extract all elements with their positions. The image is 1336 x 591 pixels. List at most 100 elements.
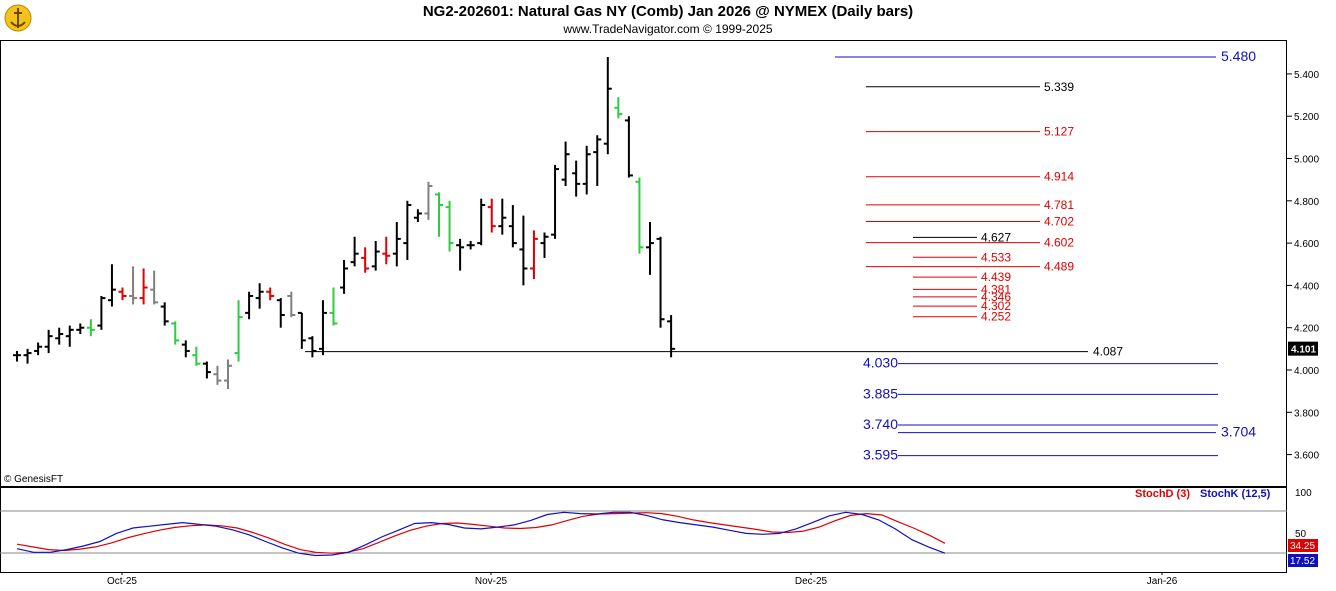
level-label: 4.302 bbox=[981, 299, 1011, 313]
ohlc-bar bbox=[55, 327, 64, 345]
stochk-legend: StochK (12,5) bbox=[1200, 488, 1271, 500]
ohlc-bar bbox=[371, 240, 380, 271]
ohlc-bar bbox=[424, 181, 433, 220]
ohlc-bar bbox=[129, 266, 138, 305]
ohlc-bar bbox=[466, 240, 475, 250]
level-label: 5.339 bbox=[1044, 80, 1074, 94]
level-5.480: 5.480 bbox=[835, 48, 1256, 64]
level-label: 3.704 bbox=[1221, 424, 1256, 440]
level-4.302: 4.302 bbox=[913, 299, 1011, 313]
ohlc-bar bbox=[382, 236, 391, 265]
ohlc-bar bbox=[107, 264, 116, 307]
level-4.381: 4.381 bbox=[913, 282, 1011, 296]
ohlc-bar bbox=[551, 164, 560, 239]
ohlc-bar bbox=[276, 298, 285, 328]
x-tick-label: Dec-25 bbox=[795, 576, 828, 587]
ohlc-bar bbox=[213, 365, 222, 385]
level-label: 5.480 bbox=[1221, 48, 1256, 64]
level-4.030: 4.030 bbox=[863, 355, 1218, 371]
price-tick-label: 5.400 bbox=[1294, 70, 1319, 81]
level-4.087: 4.087 bbox=[305, 345, 1123, 359]
stochd-legend: StochD (3) bbox=[1135, 488, 1190, 500]
level-3.595: 3.595 bbox=[863, 447, 1218, 463]
stochk-line bbox=[16, 511, 946, 557]
ohlc-bar bbox=[86, 319, 95, 337]
ohlc-bar bbox=[392, 221, 401, 267]
level-5.339: 5.339 bbox=[866, 80, 1074, 94]
x-tick-label: Jan-26 bbox=[1147, 576, 1178, 587]
level-3.704: 3.704 bbox=[898, 424, 1256, 440]
ohlc-bar bbox=[192, 346, 201, 366]
ohlc-bar bbox=[667, 315, 676, 358]
level-4.627: 4.627 bbox=[913, 230, 1011, 244]
level-4.781: 4.781 bbox=[866, 198, 1074, 212]
ohlc-bar bbox=[266, 287, 275, 301]
stoch-tick-50: 50 bbox=[1295, 529, 1307, 540]
level-label: 4.489 bbox=[1044, 260, 1074, 274]
level-label: 4.087 bbox=[1093, 345, 1123, 359]
ohlc-bar bbox=[97, 295, 106, 330]
genesis-copyright: © GenesisFT bbox=[4, 474, 64, 485]
ohlc-bar bbox=[603, 56, 612, 155]
ohlc-bar bbox=[150, 270, 159, 305]
ohlc-bar bbox=[329, 287, 338, 326]
ohlc-bar bbox=[44, 329, 53, 354]
ohlc-bar bbox=[413, 209, 422, 222]
ohlc-bar bbox=[561, 141, 570, 186]
price-tick-label: 4.400 bbox=[1294, 281, 1319, 292]
ohlc-bar bbox=[350, 236, 359, 267]
ohlc-bar bbox=[287, 291, 296, 318]
price-tick-label: 3.600 bbox=[1294, 451, 1319, 462]
level-label: 3.595 bbox=[863, 447, 898, 463]
last-price-label: 4.101 bbox=[1291, 345, 1316, 356]
level-label: 4.914 bbox=[1044, 170, 1074, 184]
level-4.346: 4.346 bbox=[913, 290, 1011, 304]
level-label: 3.885 bbox=[863, 385, 898, 401]
ohlc-bar bbox=[572, 160, 581, 197]
chart-title: NG2-202601: Natural Gas NY (Comb) Jan 20… bbox=[422, 3, 914, 20]
ohlc-bar bbox=[456, 238, 465, 271]
level-label: 4.627 bbox=[981, 230, 1011, 244]
ohlc-bar bbox=[160, 302, 169, 326]
level-3.885: 3.885 bbox=[863, 385, 1218, 401]
ohlc-bar bbox=[308, 336, 317, 358]
stochk-value-label: 17.52 bbox=[1290, 556, 1315, 567]
level-label: 4.030 bbox=[863, 355, 898, 371]
ohlc-bar bbox=[498, 198, 507, 235]
ohlc-bar bbox=[171, 321, 180, 345]
level-4.602: 4.602 bbox=[866, 236, 1074, 250]
ohlc-bar bbox=[234, 300, 243, 362]
ohlc-bar bbox=[445, 200, 454, 252]
ohlc-bar bbox=[224, 359, 232, 390]
ohlc-bar bbox=[435, 192, 443, 237]
price-panel-frame bbox=[0, 40, 1287, 487]
ohlc-bar bbox=[318, 300, 327, 356]
ohlc-bar bbox=[181, 340, 190, 358]
level-4.702: 4.702 bbox=[866, 215, 1074, 229]
level-4.533: 4.533 bbox=[913, 250, 1011, 264]
ohlc-bar bbox=[139, 268, 148, 305]
ohlc-bar bbox=[656, 236, 665, 328]
ohlc-bar bbox=[34, 342, 43, 356]
level-label: 4.346 bbox=[981, 290, 1011, 304]
level-4.489: 4.489 bbox=[866, 260, 1074, 274]
level-label: 5.127 bbox=[1044, 125, 1074, 139]
ohlc-bar bbox=[403, 200, 412, 261]
ohlc-bar bbox=[624, 116, 633, 178]
level-label: 4.781 bbox=[1044, 198, 1074, 212]
last-price-box bbox=[1288, 341, 1318, 356]
stochd-value-label: 34.25 bbox=[1290, 541, 1315, 552]
stochd-line bbox=[16, 512, 946, 554]
price-tick-label: 5.200 bbox=[1294, 112, 1319, 123]
level-label: 4.381 bbox=[981, 282, 1011, 296]
level-label: 4.702 bbox=[1044, 215, 1074, 229]
stochd-value-box bbox=[1288, 539, 1318, 552]
level-4.439: 4.439 bbox=[913, 270, 1011, 284]
ohlc-bar bbox=[635, 177, 644, 254]
x-tick-label: Nov-25 bbox=[475, 576, 508, 587]
ohlc-bar bbox=[646, 221, 654, 275]
stoch-panel-frame bbox=[0, 487, 1287, 573]
ohlc-bar bbox=[340, 260, 349, 294]
price-tick-label: 3.800 bbox=[1294, 408, 1319, 419]
